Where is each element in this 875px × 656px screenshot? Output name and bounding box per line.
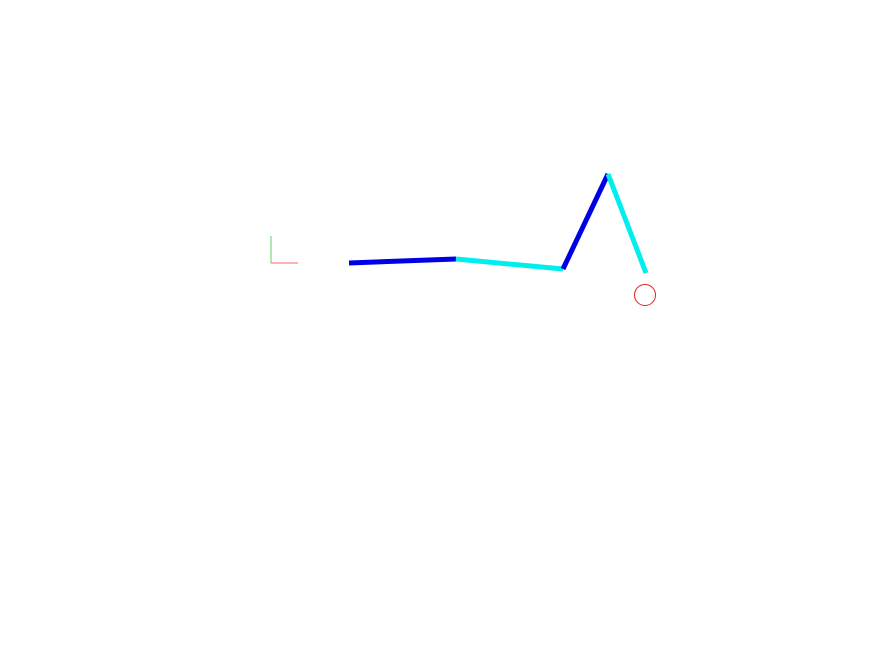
arm-link-2 [455, 256, 564, 272]
arm-link-1 [348, 256, 457, 266]
arm [348, 172, 649, 274]
arm-link-4 [605, 173, 649, 274]
origin-axes [270, 236, 298, 264]
target-marker [634, 284, 656, 306]
arm-link-3 [560, 172, 611, 271]
